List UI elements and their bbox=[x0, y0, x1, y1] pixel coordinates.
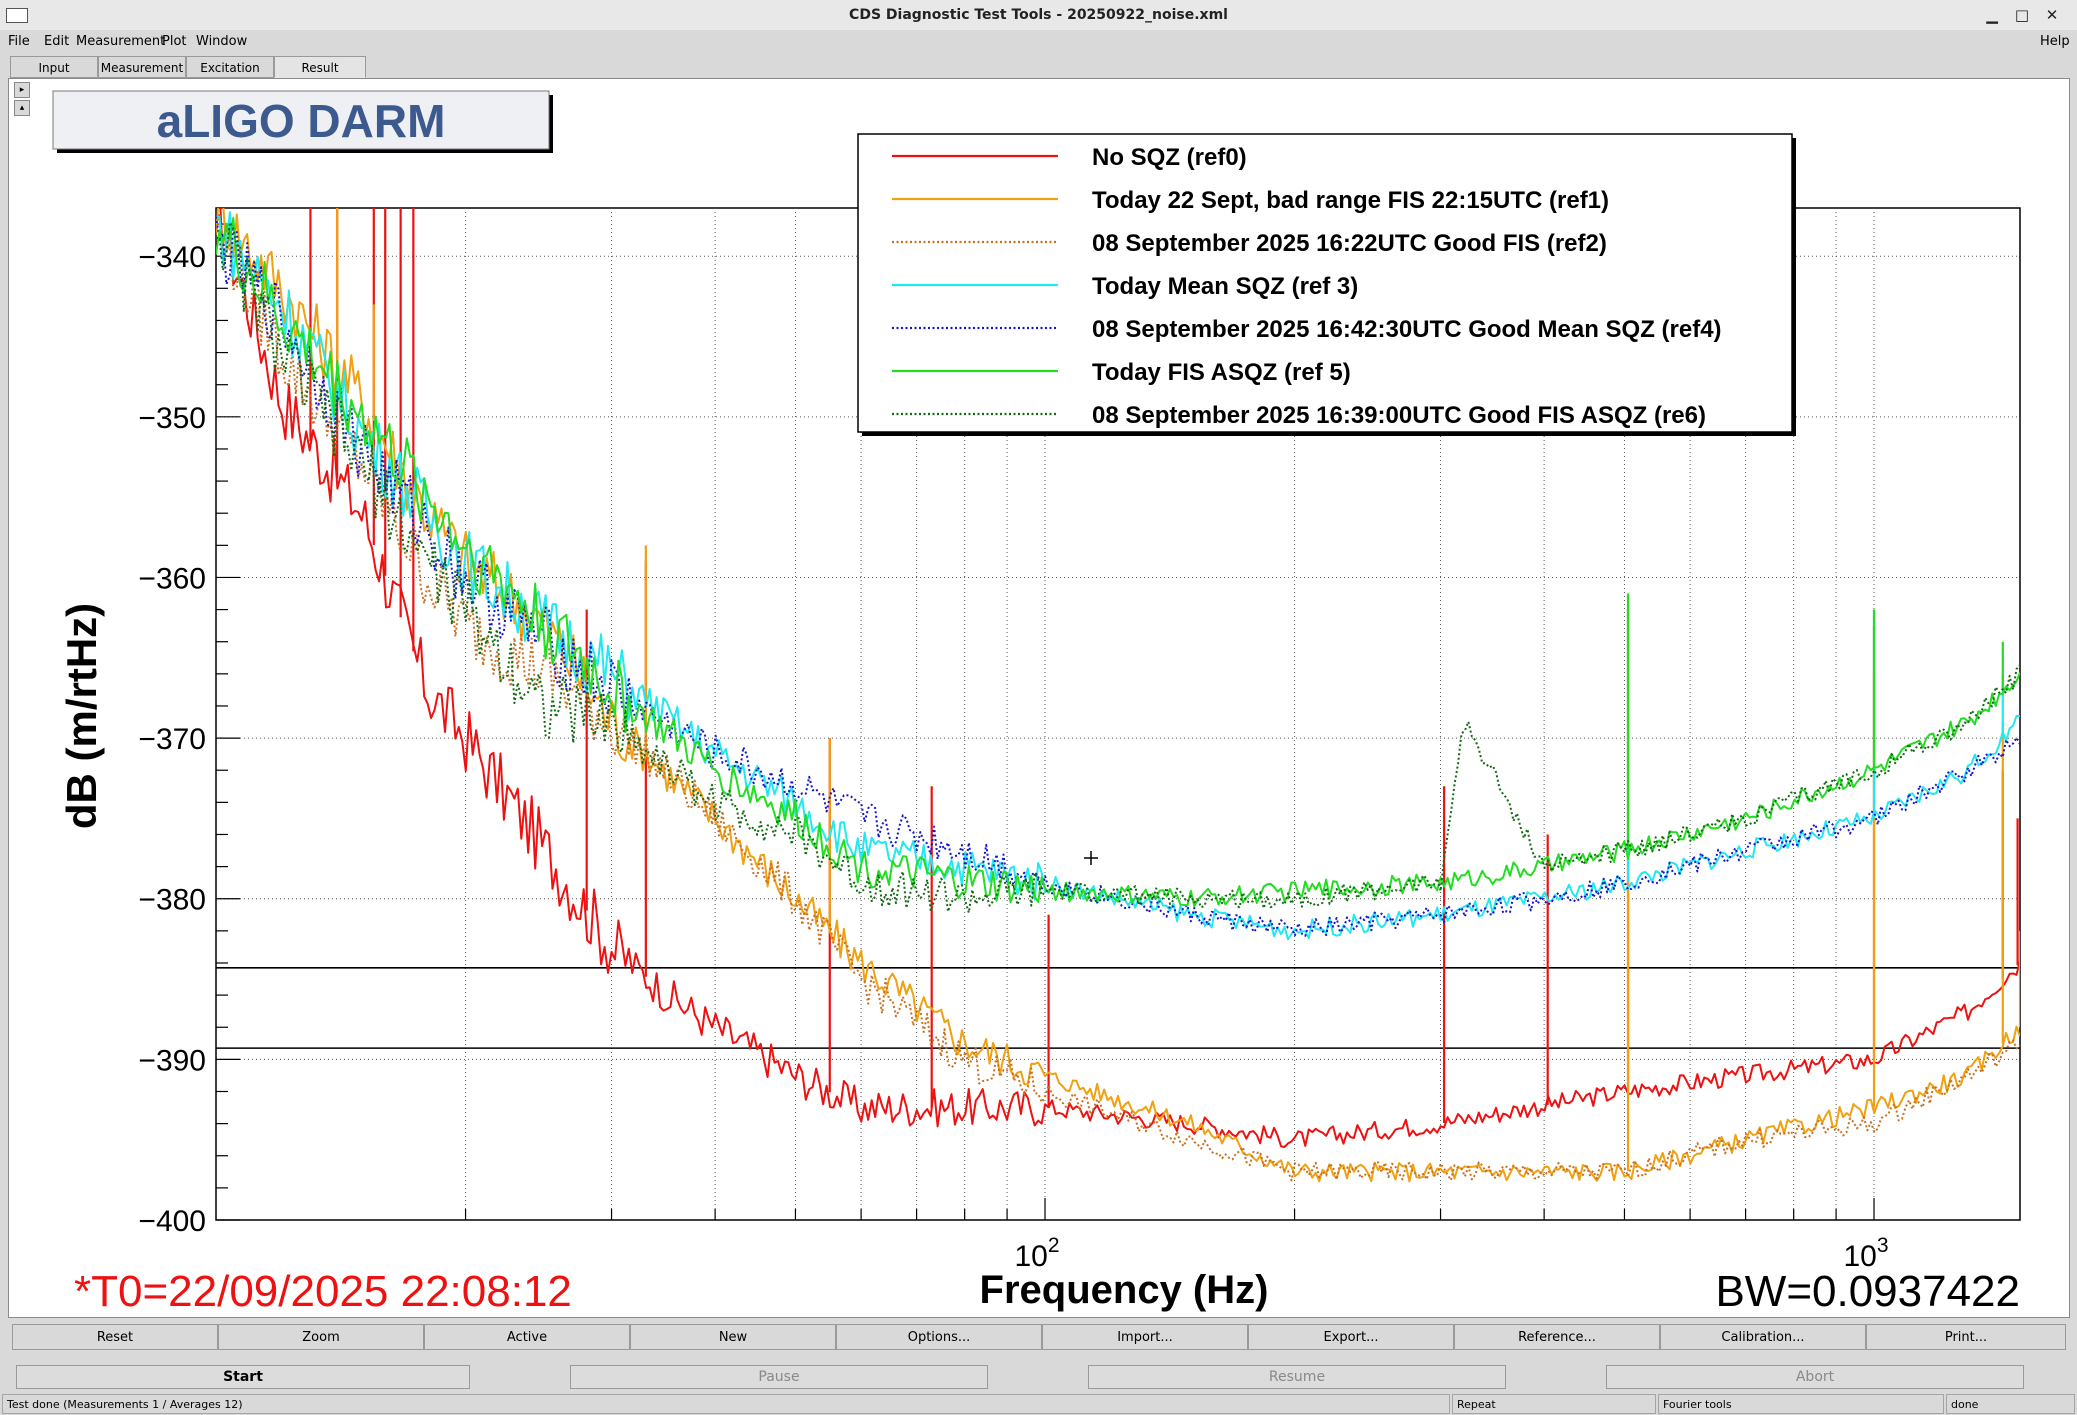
menu-bar bbox=[0, 30, 2077, 54]
pause-button[interactable]: Pause bbox=[570, 1365, 988, 1389]
tab-measurement[interactable]: Measurement bbox=[98, 56, 186, 78]
horizontal-lines bbox=[216, 967, 2020, 1049]
t0-timestamp: *T0=22/09/2025 22:08:12 bbox=[74, 1267, 572, 1316]
reference-button[interactable]: Reference... bbox=[1454, 1324, 1660, 1350]
series-line-ref2 bbox=[216, 212, 2020, 1182]
menu-measurement[interactable]: Measurement bbox=[76, 34, 166, 49]
legend-label-ref0: No SQZ (ref0) bbox=[1092, 144, 1247, 171]
legend-label-ref4: 08 September 2025 16:42:30UTC Good Mean … bbox=[1092, 316, 1722, 343]
legend-label-ref3: Today Mean SQZ (ref 3) bbox=[1092, 273, 1358, 300]
y-tick-label: −350 bbox=[138, 402, 206, 435]
menu-file[interactable]: File bbox=[8, 34, 30, 49]
y-tick-label: −370 bbox=[138, 723, 206, 756]
plot-title: aLIGO DARM bbox=[157, 95, 446, 147]
axes: −340 −350 −360 −370 −380 −390 −400 102 103 bbox=[138, 223, 1889, 1273]
series-line-ref3 bbox=[216, 211, 2020, 941]
menu-plot[interactable]: Plot bbox=[162, 34, 187, 49]
series-line-ref1 bbox=[216, 208, 2020, 1183]
status-repeat: Repeat bbox=[1452, 1394, 1656, 1414]
series bbox=[216, 208, 2020, 1183]
series-line-ref0 bbox=[219, 208, 2020, 1148]
active-button[interactable]: Active bbox=[424, 1324, 630, 1350]
app-icon bbox=[6, 8, 28, 23]
print-button[interactable]: Print... bbox=[1866, 1324, 2066, 1350]
y-axis-label: dB (m/rtHz) bbox=[58, 603, 105, 829]
scroll-right-icon[interactable]: ▸ bbox=[14, 82, 30, 98]
legend-label-ref6: 08 September 2025 16:39:00UTC Good FIS A… bbox=[1092, 402, 1706, 429]
x-tick-label: 102 bbox=[1014, 1234, 1059, 1273]
scroll-up-icon[interactable]: ▴ bbox=[14, 100, 30, 116]
tab-input[interactable]: Input bbox=[10, 56, 98, 78]
series-line-ref6 bbox=[216, 221, 2020, 914]
x-axis-label: Frequency (Hz) bbox=[980, 1268, 1269, 1312]
import-button[interactable]: Import... bbox=[1042, 1324, 1248, 1350]
plot-title-box: aLIGO DARM bbox=[52, 90, 553, 153]
legend-label-ref2: 08 September 2025 16:22UTC Good FIS (ref… bbox=[1092, 230, 1607, 257]
maximize-icon[interactable]: □ bbox=[2014, 6, 2030, 24]
minimize-icon[interactable]: ▁ bbox=[1986, 6, 1998, 24]
resume-button[interactable]: Resume bbox=[1088, 1365, 1506, 1389]
options-button[interactable]: Options... bbox=[836, 1324, 1042, 1350]
y-tick-label: −380 bbox=[138, 884, 206, 917]
new-button[interactable]: New bbox=[630, 1324, 836, 1350]
reset-button[interactable]: Reset bbox=[12, 1324, 218, 1350]
menu-help[interactable]: Help bbox=[2040, 34, 2070, 49]
window-title: CDS Diagnostic Test Tools - 20250922_noi… bbox=[849, 7, 1228, 23]
status-message: Test done (Measurements 1 / Averages 12) bbox=[2, 1394, 1450, 1414]
menu-window[interactable]: Window bbox=[196, 34, 248, 49]
bandwidth-label: BW=0.0937422 bbox=[1715, 1267, 2020, 1316]
x-tick-label: 103 bbox=[1843, 1234, 1888, 1273]
legend: No SQZ (ref0) Today 22 Sept, bad range FI… bbox=[857, 133, 1796, 436]
export-button[interactable]: Export... bbox=[1248, 1324, 1454, 1350]
y-tick-label: −400 bbox=[138, 1205, 206, 1238]
y-tick-label: −340 bbox=[138, 241, 206, 274]
tab-result[interactable]: Result bbox=[274, 56, 366, 78]
series-line-ref5 bbox=[216, 216, 2020, 908]
status-state: done bbox=[1946, 1394, 2075, 1414]
crosshair-cursor bbox=[1084, 851, 1098, 865]
close-icon[interactable]: ✕ bbox=[2045, 6, 2059, 24]
legend-label-ref1: Today 22 Sept, bad range FIS 22:15UTC (r… bbox=[1092, 187, 1609, 214]
tab-excitation[interactable]: Excitation bbox=[186, 56, 274, 78]
menu-edit[interactable]: Edit bbox=[44, 34, 70, 49]
abort-button[interactable]: Abort bbox=[1606, 1365, 2024, 1389]
y-tick-label: −360 bbox=[138, 562, 206, 595]
y-tick-label: −390 bbox=[138, 1044, 206, 1077]
start-button[interactable]: Start bbox=[16, 1365, 470, 1389]
status-tool: Fourier tools bbox=[1658, 1394, 1944, 1414]
calibration-button[interactable]: Calibration... bbox=[1660, 1324, 1866, 1350]
zoom-button[interactable]: Zoom bbox=[218, 1324, 424, 1350]
legend-label-ref5: Today FIS ASQZ (ref 5) bbox=[1092, 359, 1351, 386]
